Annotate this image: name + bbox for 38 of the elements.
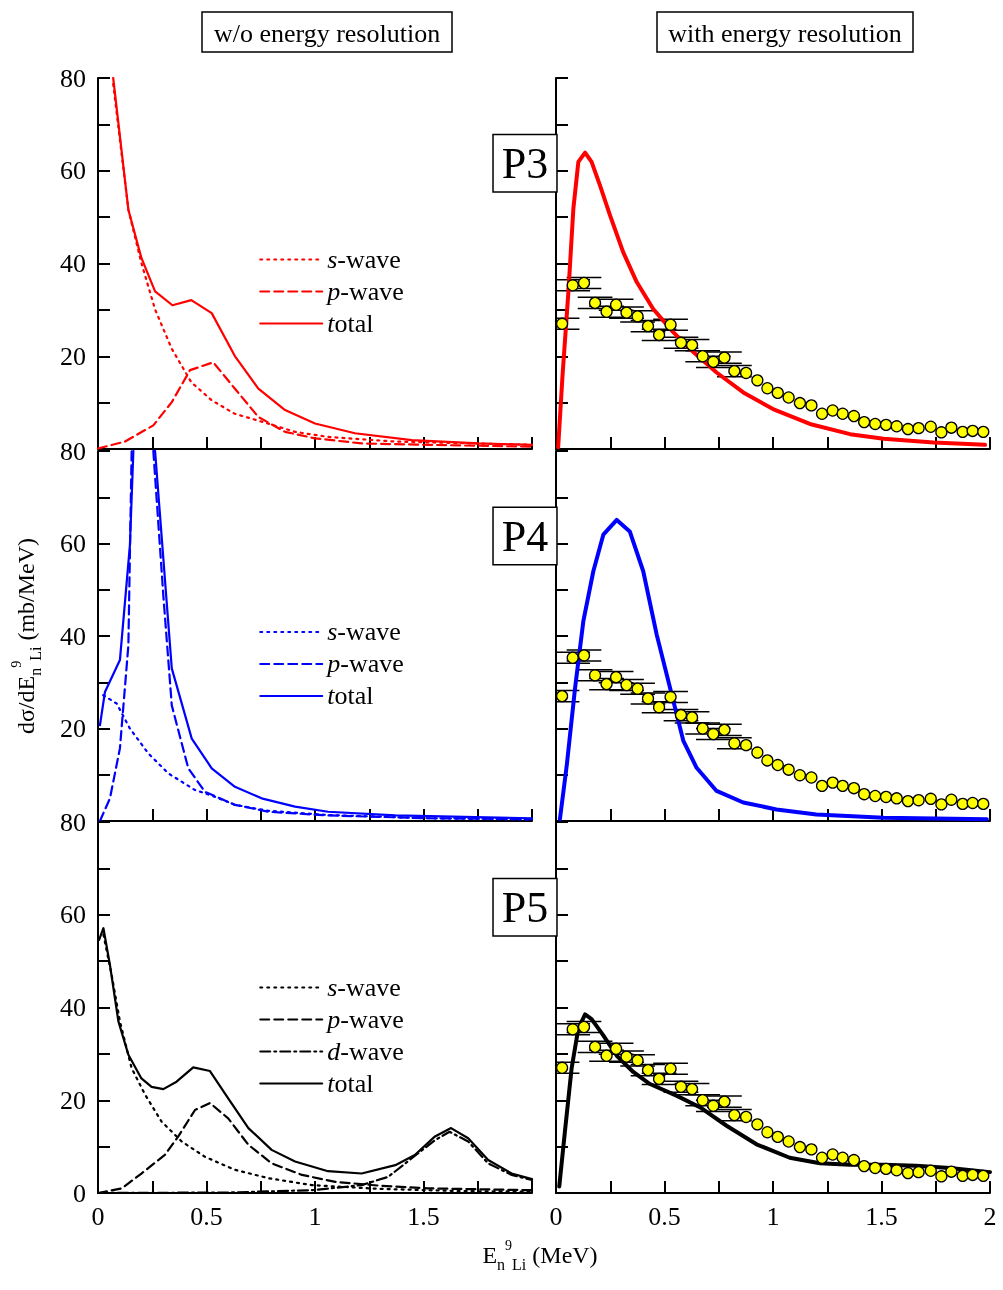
annotation: P5 — [501, 882, 549, 932]
legend-label: s-wave — [327, 617, 401, 647]
y-tick-label: 60 — [60, 529, 86, 558]
legend-label: total — [327, 308, 374, 338]
x-tick-label: 2 — [983, 1201, 997, 1231]
annotation: P3 — [501, 138, 549, 188]
legend-label: total — [327, 1068, 374, 1098]
y-tick-label: 40 — [60, 993, 86, 1022]
legend-label: s-wave — [327, 244, 401, 274]
legend-label: p-wave — [325, 649, 404, 679]
y-tick-label: 40 — [60, 621, 86, 651]
legend-label: p-wave — [325, 1004, 404, 1034]
y-axis-title: dσ/dEn9Li (mb/MeV) — [8, 537, 44, 735]
x-tick-label: 1 — [766, 1201, 780, 1231]
x-tick-label: 1.5 — [407, 1201, 440, 1231]
legend-label: s-wave — [327, 972, 401, 1002]
y-tick-label: 20 — [60, 1085, 86, 1115]
chart-title: w/o energy resolution — [213, 18, 441, 48]
y-tick-label: 40 — [60, 249, 86, 278]
legend-label: total — [327, 681, 374, 711]
y-tick-label: 60 — [60, 156, 86, 186]
y-tick-label: 20 — [60, 714, 86, 743]
legend-label: p-wave — [325, 276, 404, 306]
x-tick-label: 1.5 — [865, 1201, 898, 1231]
x-tick-label: 0 — [91, 1201, 105, 1231]
x-tick-label: 0 — [549, 1201, 563, 1231]
chart-title: with energy resolution — [668, 18, 902, 48]
y-tick-label: 0 — [73, 1178, 86, 1208]
y-tick-label: 80 — [60, 807, 86, 837]
x-tick-label: 1 — [308, 1201, 322, 1231]
legend-label: d-wave — [327, 1036, 404, 1066]
annotation: P4 — [501, 511, 549, 561]
x-tick-label: 0.5 — [648, 1201, 681, 1231]
y-tick-label: 80 — [60, 63, 86, 93]
y-tick-label: 80 — [60, 436, 86, 466]
y-tick-label: 60 — [60, 900, 86, 930]
y-tick-label: 20 — [60, 341, 86, 371]
x-tick-label: 0.5 — [190, 1201, 223, 1231]
